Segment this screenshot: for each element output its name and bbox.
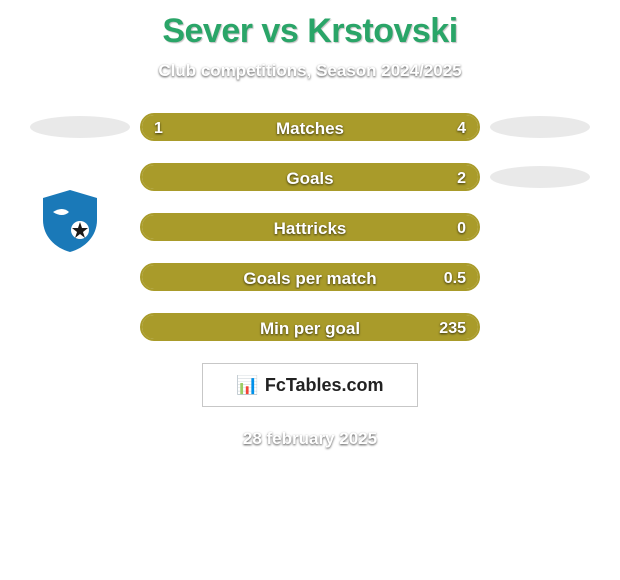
stat-bar: Hattricks0 (140, 213, 480, 241)
brand-box[interactable]: 📊 FcTables.com (202, 363, 418, 407)
stat-value-right: 235 (427, 315, 478, 341)
brand-text: FcTables.com (265, 375, 384, 396)
stat-row: Goals per match0.5 (0, 263, 620, 291)
left-slot (20, 116, 140, 138)
chart-icon: 📊 (236, 375, 258, 396)
right-slot (480, 166, 600, 188)
stat-row: Matches1 4 (0, 113, 620, 141)
right-slot (480, 116, 600, 138)
stat-label: Matches (142, 115, 478, 141)
vs-separator: vs (252, 12, 307, 50)
subtitle: Club competitions, Season 2024/2025 (0, 61, 620, 81)
date-line: 28 february 2025 (0, 429, 620, 449)
comparison-card: Sever vs Krstovski Club competitions, Se… (0, 0, 620, 449)
stat-row: Min per goal235 (0, 313, 620, 341)
player-right-name: Krstovski (307, 12, 457, 50)
stat-bar: Goals per match0.5 (140, 263, 480, 291)
stat-bar: Goals2 (140, 163, 480, 191)
player-right-photo-placeholder (490, 166, 590, 188)
stat-label: Goals (142, 165, 478, 191)
club-badge (27, 178, 113, 264)
stat-value-right: 4 (445, 115, 478, 141)
stat-value-right: 0 (445, 215, 478, 241)
stat-value-right: 0.5 (432, 265, 478, 291)
shield-icon (35, 186, 105, 256)
stat-bar: Min per goal235 (140, 313, 480, 341)
stat-label: Goals per match (142, 265, 478, 291)
player-right-photo-placeholder (490, 116, 590, 138)
player-left-name: Sever (162, 12, 252, 50)
stat-value-left: 1 (142, 115, 175, 141)
stat-bar: Matches1 4 (140, 113, 480, 141)
stat-value-right: 2 (445, 165, 478, 191)
stat-label: Hattricks (142, 215, 478, 241)
page-title: Sever vs Krstovski (0, 0, 620, 51)
player-left-photo-placeholder (30, 116, 130, 138)
